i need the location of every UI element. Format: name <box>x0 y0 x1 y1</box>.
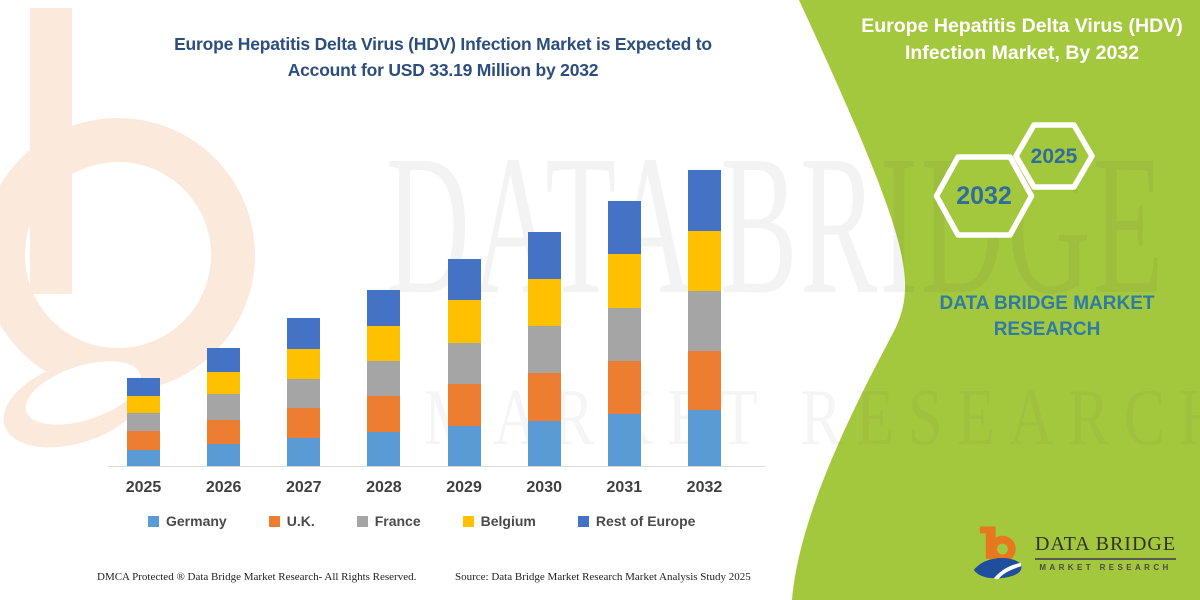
page-title-line2: Account for USD 33.19 Million by 2032 <box>287 60 599 80</box>
legend-item-belgium: Belgium <box>462 513 536 529</box>
bar-2026-segment-u-k <box>207 419 241 444</box>
legend-label-u-k: U.K. <box>286 513 315 529</box>
logo-tagline-text: MARKET RESEARCH <box>1039 563 1172 572</box>
x-tick-2028: 2028 <box>366 479 402 496</box>
bar-2027-segment-germany <box>287 438 321 467</box>
bar-2027-segment-belgium <box>287 349 321 379</box>
bar-2027-segment-france <box>287 378 321 409</box>
bar-2025-segment-belgium <box>127 396 160 414</box>
bar-2026-segment-france <box>207 394 241 420</box>
bar-2031 <box>607 201 641 467</box>
bar-2029-segment-belgium <box>447 300 481 343</box>
hexagon-small-label: 2025 <box>1030 145 1078 168</box>
legend-swatch-france <box>356 515 368 527</box>
bar-2025-segment-france <box>127 413 160 432</box>
bar-2025-segment-germany <box>127 450 160 467</box>
bar-2027-segment-u-k <box>287 408 321 439</box>
bar-2030-segment-france <box>527 325 561 374</box>
legend-item-germany: Germany <box>148 513 227 529</box>
bar-2030-segment-rest-of-europe <box>527 231 561 280</box>
bar-2029-segment-u-k <box>447 383 481 426</box>
legend-label-belgium: Belgium <box>480 513 536 529</box>
logo-name-text: DATA BRIDGE <box>1035 533 1177 560</box>
bar-2029-segment-france <box>447 342 481 384</box>
legend-item-france: France <box>356 513 421 529</box>
legend-label-germany: Germany <box>166 513 227 529</box>
bar-2028-segment-france <box>367 361 401 397</box>
bar-2026-segment-germany <box>207 443 241 467</box>
bar-2032 <box>687 169 721 467</box>
bar-2032-segment-rest-of-europe <box>687 169 721 231</box>
legend-swatch-u-k <box>268 515 280 527</box>
legend-label-rest-of-europe: Rest of Europe <box>595 513 696 529</box>
bar-2028-segment-belgium <box>367 325 401 362</box>
bar-2029-segment-rest-of-europe <box>447 259 481 301</box>
legend-item-u-k: U.K. <box>268 513 315 529</box>
x-tick-2027: 2027 <box>285 479 322 496</box>
bar-2028-segment-germany <box>367 432 401 467</box>
source-text: Source: Data Bridge Market Research Mark… <box>455 571 751 583</box>
x-tick-2032: 2032 <box>686 479 723 496</box>
bar-2032-segment-germany <box>687 409 721 467</box>
x-axis-line <box>108 466 765 467</box>
bar-2029-segment-germany <box>447 425 481 467</box>
legend-label-france: France <box>374 513 421 529</box>
bar-2031-segment-belgium <box>607 254 641 308</box>
bar-2031-segment-u-k <box>607 360 641 415</box>
bar-2025 <box>127 378 160 467</box>
bar-2031-segment-rest-of-europe <box>607 201 641 255</box>
bar-2026-segment-belgium <box>207 372 241 395</box>
bar-2030 <box>527 231 561 467</box>
legend-swatch-germany <box>148 515 159 527</box>
x-tick-2025: 2025 <box>125 479 162 496</box>
legend-item-rest-of-europe: Rest of Europe <box>577 513 696 529</box>
bar-2031-segment-france <box>607 307 641 361</box>
panel-brand-text: DATA BRIDGE MARKET RESEARCH <box>939 293 1155 340</box>
data-bridge-logo-icon <box>974 526 1022 579</box>
bar-2032-segment-belgium <box>687 230 721 291</box>
bar-2032-segment-u-k <box>687 350 721 410</box>
bar-2028-segment-rest-of-europe <box>367 289 401 326</box>
hexagon-large-label: 2032 <box>956 182 1012 210</box>
legend: Germany U.K. France Belgium Rest of Europe <box>148 513 695 529</box>
bar-2031-segment-germany <box>607 414 641 467</box>
bar-2030-segment-germany <box>527 420 561 467</box>
x-tick-2031: 2031 <box>606 479 643 496</box>
data-bridge-logo: DATA BRIDGE MARKET RESEARCH <box>972 520 1177 584</box>
bar-2028-segment-u-k <box>367 396 401 433</box>
bar-2026-segment-rest-of-europe <box>207 347 241 373</box>
bar-2027-segment-rest-of-europe <box>287 317 321 350</box>
panel-title: Europe Hepatitis Delta Virus (HDV) Infec… <box>861 15 1183 64</box>
x-tick-2030: 2030 <box>526 479 562 496</box>
bar-2025-segment-u-k <box>127 431 160 450</box>
bar-2030-segment-belgium <box>527 279 561 326</box>
logo-wordmark: DATA BRIDGE MARKET RESEARCH <box>1035 520 1177 572</box>
x-tick-2026: 2026 <box>205 479 242 496</box>
legend-swatch-rest-of-europe <box>577 515 589 527</box>
dmca-copyright-text: DMCA Protected ® Data Bridge Market Rese… <box>97 571 417 583</box>
bar-2026 <box>207 347 241 467</box>
bar-2028 <box>367 289 401 467</box>
legend-swatch-belgium <box>462 515 474 527</box>
bar-2032-segment-france <box>687 290 721 351</box>
bar-2030-segment-u-k <box>527 373 561 421</box>
bar-2027 <box>287 317 321 467</box>
page-title: Europe Hepatitis Delta Virus (HDV) Infec… <box>113 31 773 83</box>
page-title-line1: Europe Hepatitis Delta Virus (HDV) Infec… <box>174 34 712 54</box>
bar-2029 <box>447 259 481 467</box>
bar-2025-segment-rest-of-europe <box>127 378 160 397</box>
x-tick-2029: 2029 <box>446 479 482 496</box>
